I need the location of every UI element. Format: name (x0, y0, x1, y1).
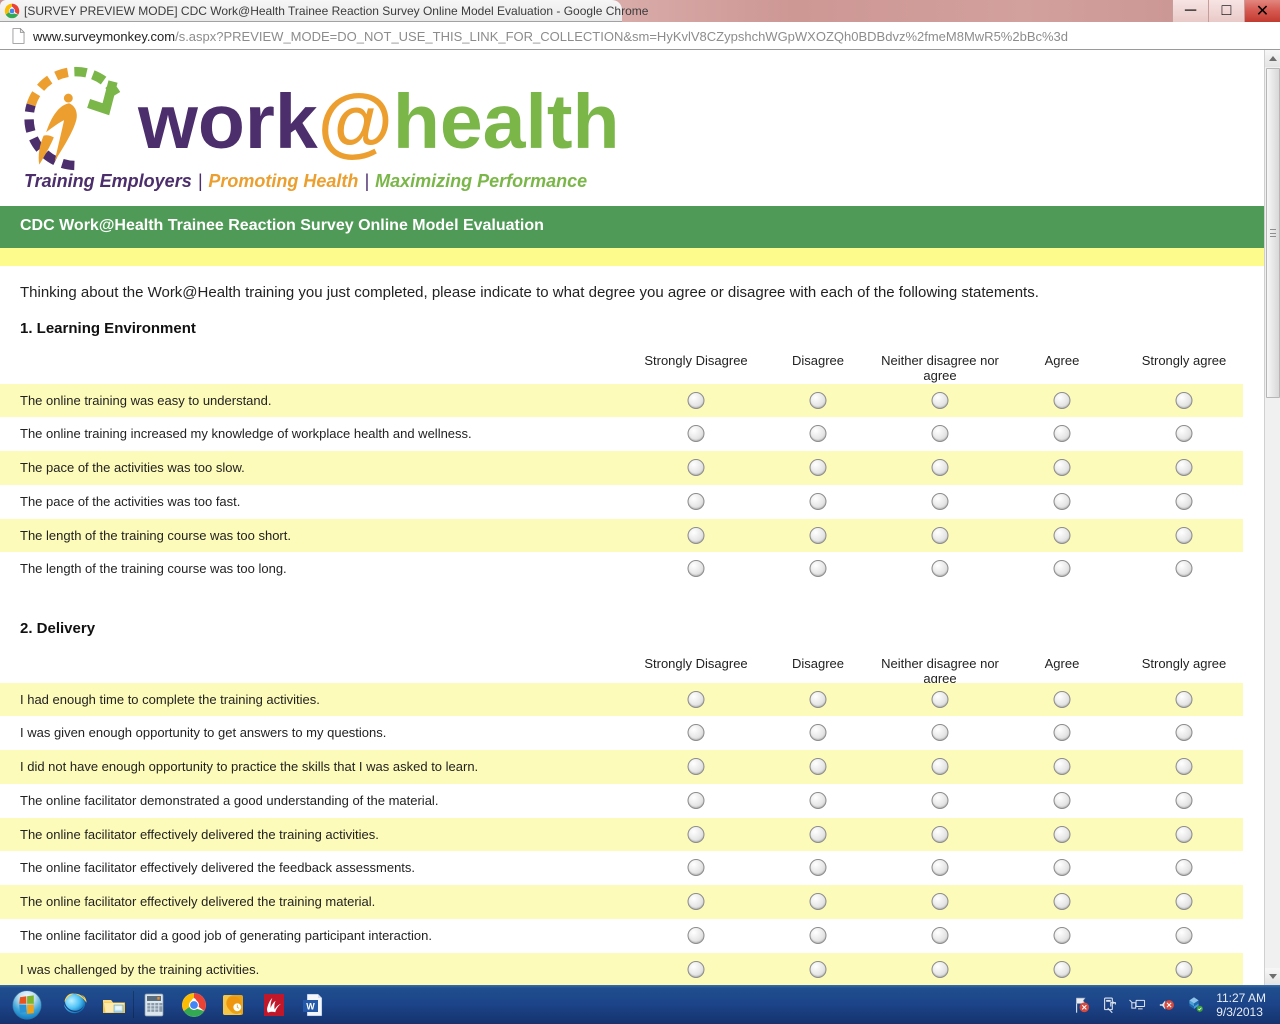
svg-text:W: W (306, 1001, 315, 1011)
